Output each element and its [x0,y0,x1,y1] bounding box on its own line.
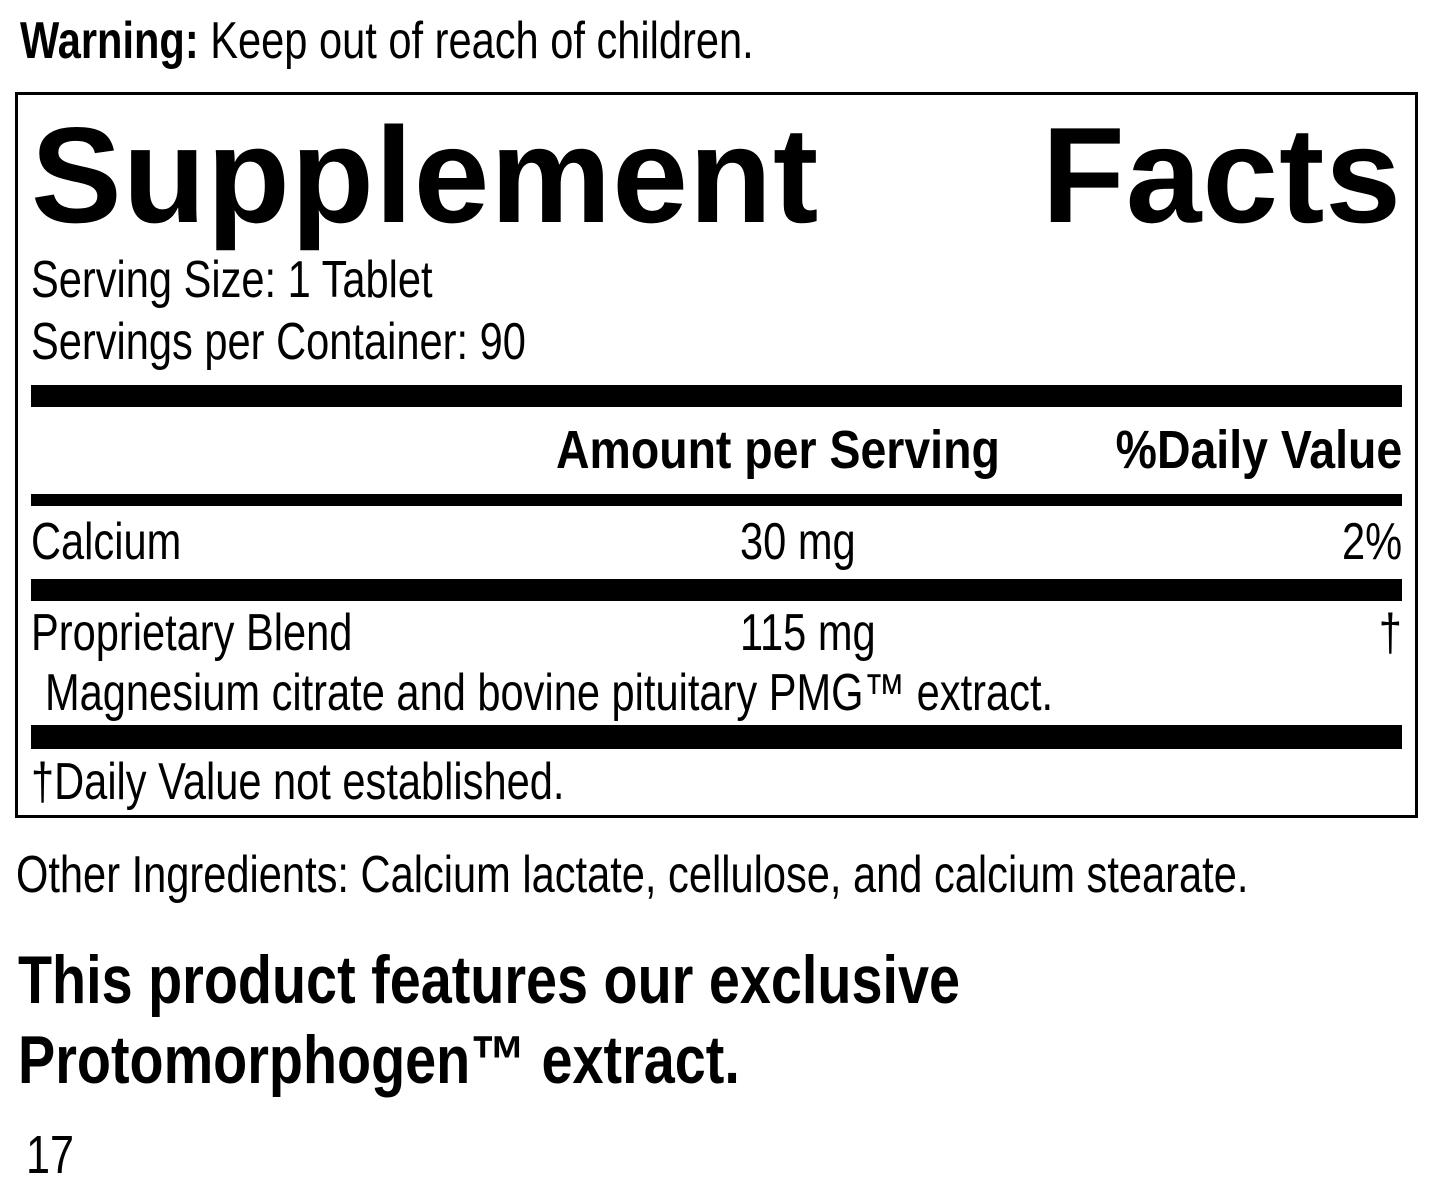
other-ingredients: Other Ingredients: Calcium lactate, cell… [16,846,1249,904]
nutrient-name: Proprietary Blend [31,604,353,662]
servings-per-container: Servings per Container: 90 [31,313,526,371]
page-number: 17 [26,1125,75,1185]
nutrient-amount: 115 mg [739,604,876,662]
warning-line: Warning: Keep out of reach of children. [20,10,1445,72]
proprietary-blend-description: Magnesium citrate and bovine pituitary P… [45,664,1054,722]
feature-statement-line2: Protomorphogen™ extract. [18,1022,740,1098]
divider-bar-top [31,385,1402,407]
panel-title: Supplement Facts [31,101,1402,249]
supplement-facts-panel: Supplement Facts Serving Size: 1 Tablet … [15,92,1418,818]
divider-bar-above-footnote [31,725,1402,749]
table-header-row: Amount per Serving %Daily Value [31,407,1402,494]
serving-info: Serving Size: 1 Tablet Servings per Cont… [31,249,1402,373]
feature-statement: This product features our exclusive Prot… [18,940,1445,1100]
daily-value-footnote: †Daily Value not established. [31,753,565,811]
table-row-calcium: Calcium 30 mg 2% [31,506,1402,579]
nutrient-name: Calcium [31,513,182,571]
serving-size: Serving Size: 1 Tablet [31,251,433,309]
warning-label: Warning: [20,12,199,70]
nutrient-daily-value-dagger: † [1378,604,1402,662]
divider-bar-under-calcium [31,579,1402,601]
column-header-daily-value: %Daily Value [1115,420,1402,480]
column-header-amount: Amount per Serving [556,420,1000,480]
panel-title-word-facts: Facts [1041,99,1402,251]
warning-text: Keep out of reach of children. [210,12,754,70]
panel-title-word-supplement: Supplement [31,99,820,251]
nutrient-daily-value: 2% [1341,513,1402,571]
divider-bar-under-header [31,494,1402,506]
nutrient-amount: 30 mg [739,513,856,571]
feature-statement-line1: This product features our exclusive [18,942,960,1018]
table-row-proprietary-blend: Proprietary Blend 115 mg † Magnesium cit… [31,601,1402,725]
